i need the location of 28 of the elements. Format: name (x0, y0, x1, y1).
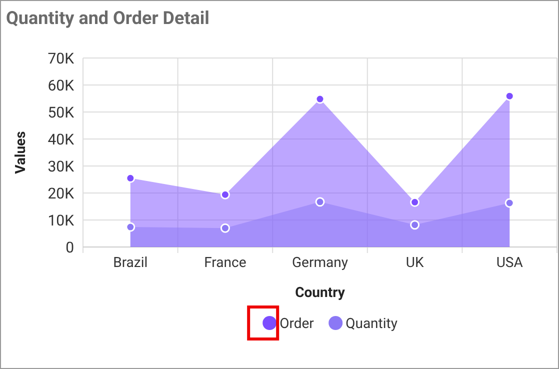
chart-title: Quantity and Order Detail (6, 8, 210, 29)
point (504, 91, 514, 101)
legend-label: Order (280, 316, 314, 332)
y-tick-label: 0 (66, 238, 74, 256)
y-tick-label: 20K (48, 184, 75, 202)
y-axis-title: Values (13, 131, 29, 174)
y-tick-label: 10K (48, 211, 75, 230)
x-tick-label: Germany (292, 255, 348, 271)
point (410, 197, 420, 207)
y-tick-label: 50K (48, 103, 75, 122)
point (220, 223, 230, 233)
x-tick-label: Brazil (113, 255, 148, 271)
x-tick-label: USA (496, 255, 523, 271)
y-tick-label: 60K (48, 76, 75, 94)
x-tick-label: UK (406, 255, 424, 271)
x-axis-title: Country (295, 285, 346, 301)
y-tick-label: 40K (48, 130, 75, 148)
y-tick-label: 70K (48, 49, 75, 68)
point (504, 198, 514, 208)
point (126, 173, 136, 183)
point (315, 94, 325, 104)
point (220, 190, 230, 200)
legend-label: Quantity (346, 316, 398, 332)
point (126, 222, 136, 232)
point (410, 220, 420, 230)
point (315, 197, 325, 207)
y-tick-label: 30K (48, 157, 75, 176)
x-tick-label: France (204, 255, 246, 271)
